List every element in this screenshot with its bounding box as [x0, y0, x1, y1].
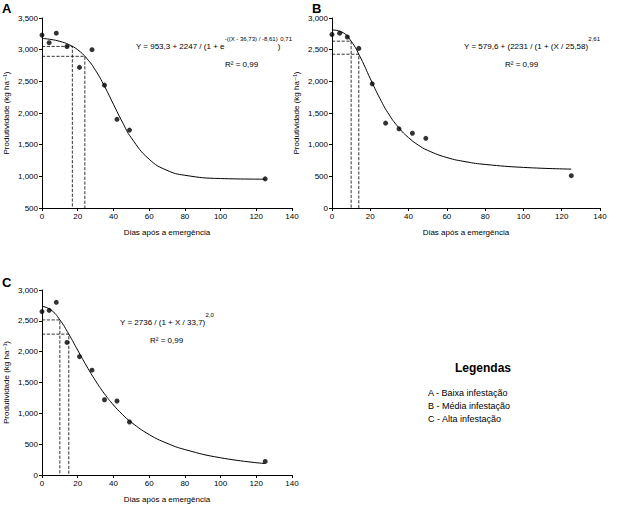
- svg-text:1,500: 1,500: [18, 140, 39, 149]
- svg-text:1,500: 1,500: [18, 378, 39, 387]
- svg-text:1,000: 1,000: [308, 140, 329, 149]
- svg-text:2,000: 2,000: [18, 347, 39, 356]
- svg-text:Dias após a emergência: Dias após a emergência: [124, 228, 211, 237]
- svg-text:A - Baixa infestação: A - Baixa infestação: [428, 388, 508, 398]
- svg-text:20: 20: [73, 479, 82, 488]
- svg-text:Y = 953,3 + 2247 / (1 + e: Y = 953,3 + 2247 / (1 + e: [136, 42, 225, 51]
- svg-text:100: 100: [517, 212, 531, 221]
- svg-text:3,000: 3,000: [18, 286, 39, 295]
- svg-text:60: 60: [145, 212, 154, 221]
- svg-text:120: 120: [555, 212, 569, 221]
- svg-text:100: 100: [214, 212, 228, 221]
- svg-text:2,500: 2,500: [18, 77, 39, 86]
- svg-text:Legendas: Legendas: [455, 361, 511, 375]
- svg-text:80: 80: [180, 212, 189, 221]
- svg-text:Produtividade (kg ha⁻¹): Produtividade (kg ha⁻¹): [2, 341, 11, 424]
- svg-text:2,000: 2,000: [18, 109, 39, 118]
- svg-text:2,61: 2,61: [588, 36, 600, 42]
- svg-text:120: 120: [250, 212, 264, 221]
- svg-text:-((X - 36,73) / -8,61): -((X - 36,73) / -8,61): [225, 36, 278, 42]
- svg-text:3,000: 3,000: [308, 14, 329, 23]
- svg-text:B - Média infestação: B - Média infestação: [428, 401, 510, 411]
- svg-text:0: 0: [324, 204, 329, 213]
- svg-text:140: 140: [285, 479, 299, 488]
- svg-text:1,000: 1,000: [18, 409, 39, 418]
- svg-text:3,500: 3,500: [18, 14, 39, 23]
- svg-text:2,500: 2,500: [308, 45, 329, 54]
- svg-text:Dias após a emergência: Dias após a emergência: [423, 228, 510, 237]
- svg-text:B: B: [312, 1, 322, 16]
- svg-text:Y = 2736 / (1 + X / 33,7): Y = 2736 / (1 + X / 33,7): [120, 318, 206, 327]
- svg-text:A: A: [2, 1, 12, 16]
- svg-text:R² = 0,99: R² = 0,99: [225, 60, 259, 69]
- svg-text:R² = 0,99: R² = 0,99: [150, 336, 184, 345]
- svg-text:40: 40: [109, 212, 118, 221]
- svg-text:100: 100: [214, 479, 228, 488]
- svg-text:500: 500: [25, 204, 39, 213]
- svg-text:0: 0: [330, 212, 335, 221]
- svg-text:40: 40: [109, 479, 118, 488]
- svg-text:40: 40: [404, 212, 413, 221]
- svg-text:140: 140: [593, 212, 607, 221]
- svg-text:500: 500: [315, 172, 329, 181]
- svg-text:500: 500: [25, 440, 39, 449]
- svg-text:Produtividade (kg ha⁻¹): Produtividade (kg ha⁻¹): [2, 71, 11, 154]
- svg-text:C: C: [2, 275, 12, 290]
- svg-text:60: 60: [145, 479, 154, 488]
- svg-text:2,000: 2,000: [308, 77, 329, 86]
- svg-text:1,000: 1,000: [18, 172, 39, 181]
- svg-text:0,71: 0,71: [280, 36, 292, 42]
- svg-text:2,0: 2,0: [205, 312, 214, 318]
- svg-text:): ): [278, 42, 281, 51]
- svg-text:1,500: 1,500: [308, 109, 329, 118]
- svg-text:R² = 0,99: R² = 0,99: [505, 60, 539, 69]
- svg-text:Dias após a emergência: Dias após a emergência: [124, 495, 211, 504]
- svg-text:2,500: 2,500: [18, 316, 39, 325]
- svg-text:140: 140: [285, 212, 299, 221]
- svg-text:20: 20: [366, 212, 375, 221]
- svg-text:C - Alta infestação: C - Alta infestação: [428, 414, 501, 424]
- svg-text:0: 0: [40, 479, 45, 488]
- svg-text:3,000: 3,000: [18, 45, 39, 54]
- svg-text:80: 80: [481, 212, 490, 221]
- svg-text:80: 80: [180, 479, 189, 488]
- svg-text:0: 0: [40, 212, 45, 221]
- svg-text:Produtividade (kg ha⁻¹): Produtividade (kg ha⁻¹): [292, 71, 301, 154]
- svg-text:20: 20: [73, 212, 82, 221]
- svg-text:120: 120: [250, 479, 264, 488]
- svg-text:60: 60: [442, 212, 451, 221]
- svg-text:Y = 579,6 + (2231 / (1 + (X /: Y = 579,6 + (2231 / (1 + (X / 25,58): [464, 42, 588, 51]
- svg-text:0: 0: [34, 471, 39, 480]
